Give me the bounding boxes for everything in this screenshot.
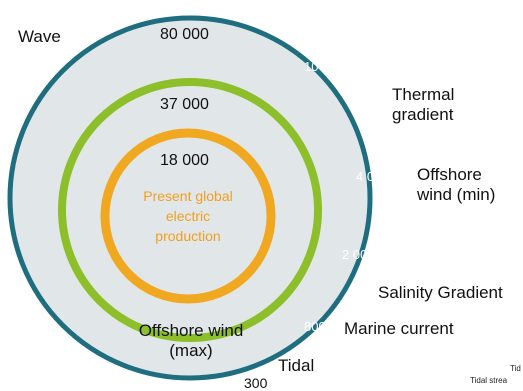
offshore-wind-min-label: Offshore wind (min) — [417, 165, 495, 204]
thermal-gradient-line-1: Thermal — [392, 85, 454, 105]
wave-label: Wave — [18, 27, 61, 47]
tidal-value: 300 — [244, 375, 267, 391]
thermal-gradient-label: Thermal gradient — [392, 85, 454, 124]
tidal-label: Tidal — [278, 356, 314, 376]
marine-current-label: Marine current — [344, 319, 454, 339]
outer-ring-value: 80 000 — [160, 26, 209, 44]
offshore-wind-min-line-2: wind (min) — [417, 185, 495, 205]
thermal-value: 10 0 — [304, 60, 329, 75]
middle-ring-value: 37 000 — [160, 96, 209, 114]
center-label: Present global electric production — [128, 188, 248, 244]
salinity-value: 2 00 — [342, 248, 367, 263]
footnote-line-1: Tid — [510, 364, 521, 373]
inner-ring-value: 18 000 — [160, 152, 209, 170]
salinity-gradient-label: Salinity Gradient — [378, 283, 503, 303]
footnote-line-2: Tidal strea — [470, 376, 507, 385]
thermal-gradient-line-2: gradient — [392, 105, 454, 125]
center-label-line-3: production — [128, 228, 248, 244]
offshore-wind-max-line-1: Offshore wind — [130, 321, 252, 341]
marine-value: 800 — [304, 320, 326, 335]
offshore-wind-min-line-1: Offshore — [417, 165, 495, 185]
offshore-min-value: 4 0 — [356, 170, 374, 185]
center-label-line-1: Present global — [128, 188, 248, 204]
center-label-line-2: electric — [128, 208, 248, 224]
offshore-wind-max-label: Offshore wind (max) — [130, 321, 252, 360]
offshore-wind-max-line-2: (max) — [130, 341, 252, 361]
